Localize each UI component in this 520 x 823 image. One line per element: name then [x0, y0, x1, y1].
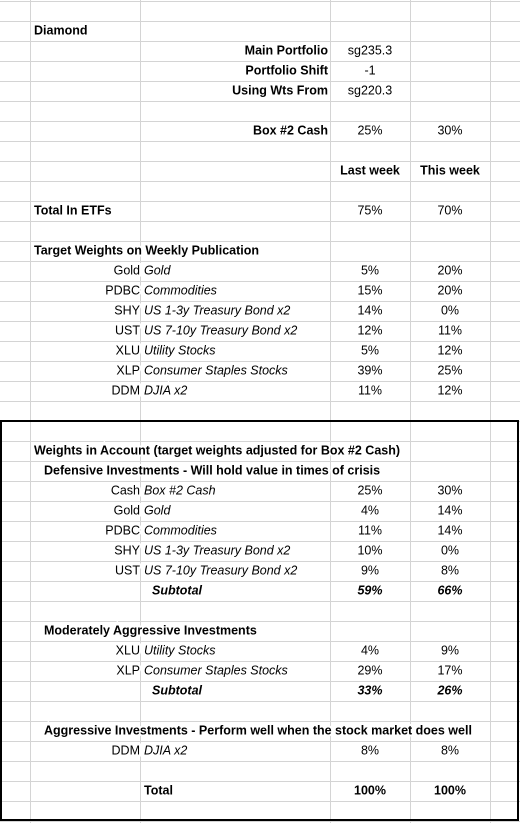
ticker: UST: [115, 323, 140, 337]
ticker: Cash: [111, 483, 140, 497]
last-week-value: 11%: [358, 383, 382, 397]
this-week-value: 12%: [437, 383, 462, 397]
last-week-value: 15%: [357, 283, 382, 297]
last-week-value: 59%: [357, 583, 382, 597]
name: Consumer Staples Stocks: [144, 663, 288, 677]
section-heading: Weights in Account (target weights adjus…: [34, 443, 400, 457]
column-header: Last week: [340, 163, 400, 177]
setting-value: sg235.3: [348, 43, 393, 57]
section-border: [0, 420, 519, 821]
section-heading: Target Weights on Weekly Publication: [34, 243, 259, 257]
name: Utility Stocks: [144, 343, 216, 357]
subtotal-label: Subtotal: [152, 583, 203, 597]
this-week-value: 66%: [437, 583, 462, 597]
group-heading: Moderately Aggressive Investments: [44, 623, 257, 637]
group-heading: Aggressive Investments - Perform well wh…: [44, 723, 472, 737]
name: US 1-3y Treasury Bond x2: [144, 543, 290, 557]
ticker: DDM: [112, 743, 140, 757]
last-week-value: 14%: [357, 303, 382, 317]
last-week-value: 100%: [354, 783, 386, 797]
this-week-value: 30%: [437, 483, 462, 497]
last-week-value: 29%: [357, 663, 382, 677]
name: Commodities: [144, 523, 217, 537]
name: US 7-10y Treasury Bond x2: [144, 563, 297, 577]
ticker: DDM: [112, 383, 140, 397]
name: DJIA x2: [144, 383, 187, 397]
ticker: XLP: [116, 363, 140, 377]
this-week-value: 20%: [437, 283, 462, 297]
ticker: SHY: [114, 303, 140, 317]
setting-label: Using Wts From: [232, 83, 328, 97]
ticker: PDBC: [105, 523, 140, 537]
cells: Diamond Main Portfolio sg235.3 Portfolio Sh…: [32, 21, 482, 799]
ticker: Gold: [114, 503, 140, 517]
name: Gold: [144, 503, 171, 517]
ticker: Gold: [114, 263, 140, 277]
ticker: XLP: [116, 663, 140, 677]
ticker: PDBC: [105, 283, 140, 297]
this-week-value: 8%: [441, 743, 459, 757]
this-week-value: 8%: [441, 563, 459, 577]
this-week-value: 30%: [437, 123, 462, 137]
this-week-value: 20%: [437, 263, 462, 277]
last-week-value: 39%: [357, 363, 382, 377]
group-heading: Defensive Investments - Will hold value …: [44, 463, 380, 477]
name: Commodities: [144, 283, 217, 297]
last-week-value: 4%: [361, 503, 379, 517]
total-etfs-label: Total In ETFs: [34, 203, 112, 217]
setting-value: sg220.3: [348, 83, 393, 97]
setting-label: Portfolio Shift: [245, 63, 328, 77]
name: Consumer Staples Stocks: [144, 363, 288, 377]
last-week-value: 75%: [357, 203, 382, 217]
this-week-value: 17%: [437, 663, 462, 677]
ticker: XLU: [116, 643, 140, 657]
last-week-value: 9%: [361, 563, 379, 577]
column-header: This week: [420, 163, 480, 177]
setting-label: Main Portfolio: [245, 43, 329, 57]
subtotal-label: Subtotal: [152, 683, 203, 697]
this-week-value: 12%: [437, 343, 462, 357]
name: Utility Stocks: [144, 643, 216, 657]
last-week-value: 25%: [357, 123, 382, 137]
total-label: Total: [144, 783, 173, 797]
this-week-value: 14%: [437, 503, 462, 517]
this-week-value: 0%: [441, 543, 459, 557]
ticker: UST: [115, 563, 140, 577]
last-week-value: 11%: [358, 523, 382, 537]
this-week-value: 26%: [436, 683, 462, 697]
last-week-value: 12%: [357, 323, 382, 337]
last-week-value: 25%: [357, 483, 382, 497]
last-week-value: 10%: [357, 543, 382, 557]
name: Box #2 Cash: [144, 483, 216, 497]
name: DJIA x2: [144, 743, 187, 757]
this-week-value: 9%: [441, 643, 459, 657]
this-week-value: 70%: [437, 203, 462, 217]
this-week-value: 11%: [438, 323, 462, 337]
name: Gold: [144, 263, 171, 277]
last-week-value: 4%: [361, 643, 379, 657]
last-week-value: 5%: [361, 263, 379, 277]
name: US 1-3y Treasury Bond x2: [144, 303, 290, 317]
cash-label: Box #2 Cash: [253, 123, 328, 137]
ticker: SHY: [114, 543, 140, 557]
last-week-value: 5%: [361, 343, 379, 357]
last-week-value: 8%: [361, 743, 379, 757]
this-week-value: 14%: [437, 523, 462, 537]
this-week-value: 25%: [437, 363, 462, 377]
last-week-value: 33%: [357, 683, 382, 697]
setting-value: -1: [364, 63, 375, 77]
name: US 7-10y Treasury Bond x2: [144, 323, 297, 337]
ticker: XLU: [116, 343, 140, 357]
this-week-value: 100%: [434, 783, 466, 797]
this-week-value: 0%: [441, 303, 459, 317]
title: Diamond: [34, 23, 87, 37]
